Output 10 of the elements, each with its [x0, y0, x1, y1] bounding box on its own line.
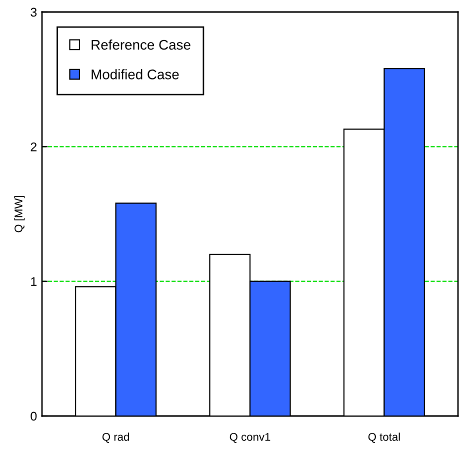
x-tick-label: Q total: [368, 432, 400, 443]
y-tick-label: 3: [30, 8, 37, 17]
y-tick-label: 2: [30, 142, 37, 152]
y-tick-label: 0: [30, 412, 37, 421]
x-tick-label: Q conv1: [230, 432, 270, 443]
x-tick-label: Q rad: [102, 432, 129, 443]
y-axis-title: Q [MW]: [14, 196, 25, 232]
y-tick-label: 1: [31, 277, 37, 286]
legend-label: Reference Case: [92, 40, 190, 50]
legend-label: Modified Case: [92, 69, 179, 80]
